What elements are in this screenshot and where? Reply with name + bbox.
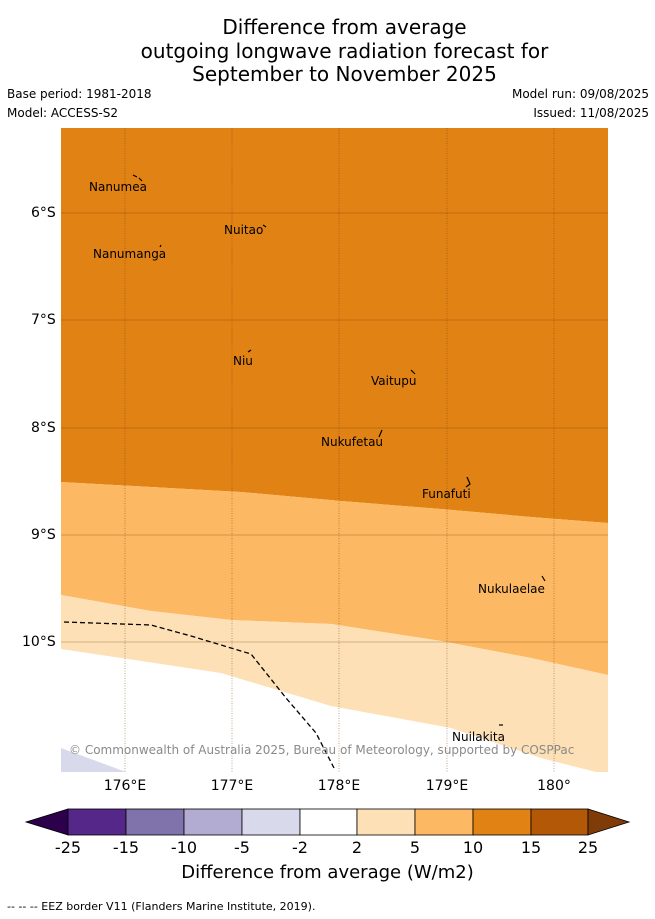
colorbar-tick: -2 (292, 838, 308, 857)
nanumanga-island (159, 244, 162, 248)
zone-2-5 (61, 595, 608, 772)
colorbar-tick: 2 (351, 838, 363, 857)
colorbar-bin-neg2-2 (299, 808, 358, 836)
map-svg (61, 128, 608, 772)
place-niu: Niu (233, 354, 253, 368)
model-run: Model run: 09/08/2025 (511, 87, 649, 101)
colorbar-extend-low (24, 808, 69, 836)
colorbar-bin-15-25 (530, 808, 589, 836)
lon-label-179e: 179°E (425, 778, 469, 794)
colorbar-bin-5-10 (414, 808, 474, 836)
colorbar-tick: 15 (520, 838, 542, 857)
island-shapes (132, 174, 546, 726)
lat-label-8s: 8°S (31, 420, 56, 436)
place-nukulaelae: Nukulaelae (478, 582, 545, 596)
nukufetau-island (378, 429, 383, 438)
zone-neg-2-5 (61, 748, 126, 772)
zone-5-10 (61, 482, 608, 675)
place-nukufetau: Nukufetau (321, 435, 384, 449)
zone-10-15 (61, 128, 608, 523)
colorbar-tick: 10 (462, 838, 484, 857)
chart-title: Difference from average outgoing longwav… (0, 15, 655, 87)
title-line-1: Difference from average (222, 15, 467, 39)
colorbar (24, 808, 631, 836)
colorbar-extend-high (587, 808, 631, 836)
lat-label-7s: 7°S (31, 312, 56, 328)
nuitao-island (262, 224, 267, 228)
lon-label-180: 180° (537, 778, 571, 794)
latitude-gridlines (61, 212, 608, 643)
colorbar-tick: 5 (409, 838, 421, 857)
lon-label-177e: 177°E (210, 778, 254, 794)
title-line-3: September to November 2025 (192, 62, 497, 86)
vaitupu-island (410, 369, 416, 375)
colorbar-tick: 25 (577, 838, 599, 857)
lat-label-6s: 6°S (31, 205, 56, 221)
place-vaitupu: Vaitupu (371, 374, 417, 388)
colorbar-bin-neg15-neg10 (125, 808, 185, 836)
colorbar-tick: -25 (54, 838, 82, 857)
nukulaelae-island (541, 575, 546, 582)
issued-date: Issued: 11/08/2025 (533, 106, 649, 120)
colorbar-bin-2-5 (356, 808, 416, 836)
funafuti-island (465, 476, 471, 488)
colorbar-bin-neg5-neg2 (241, 808, 301, 836)
place-nanumea: Nanumea (89, 180, 147, 194)
place-nanumanga: Nanumanga (93, 247, 167, 261)
lat-label-10s: 10°S (22, 634, 56, 650)
colorbar-tick: -10 (170, 838, 198, 857)
colorbar-bin-neg10-neg5 (183, 808, 243, 836)
lon-label-178e: 178°E (317, 778, 361, 794)
colorbar-bin-10-15 (472, 808, 532, 836)
place-nuilakita: Nuilakita (452, 730, 505, 744)
model-name: Model: ACCESS-S2 (7, 106, 119, 120)
colorbar-bin-neg25-neg15 (67, 808, 127, 836)
eez-legend-note: -- -- -- EEZ border V11 (Flanders Marine… (7, 900, 316, 913)
lat-label-9s: 9°S (31, 527, 56, 543)
colorbar-title: Difference from average (W/m2) (181, 862, 474, 883)
base-period: Base period: 1981-2018 (7, 87, 152, 101)
colorbar-tick: -5 (234, 838, 250, 857)
nanumea-island (132, 174, 143, 182)
niu-island (247, 349, 252, 353)
place-nuitao: Nuitao (224, 223, 264, 237)
title-line-2: outgoing longwave radiation forecast for (140, 38, 549, 63)
lon-label-176e: 176°E (103, 778, 147, 794)
copyright-notice: © Commonwealth of Australia 2025, Bureau… (69, 743, 575, 757)
forecast-map: Nanumea Nuitao Nanumanga Niu Vaitupu Nuk… (61, 128, 608, 772)
place-funafuti: Funafuti (422, 487, 471, 501)
colorbar-tick: -15 (112, 838, 140, 857)
